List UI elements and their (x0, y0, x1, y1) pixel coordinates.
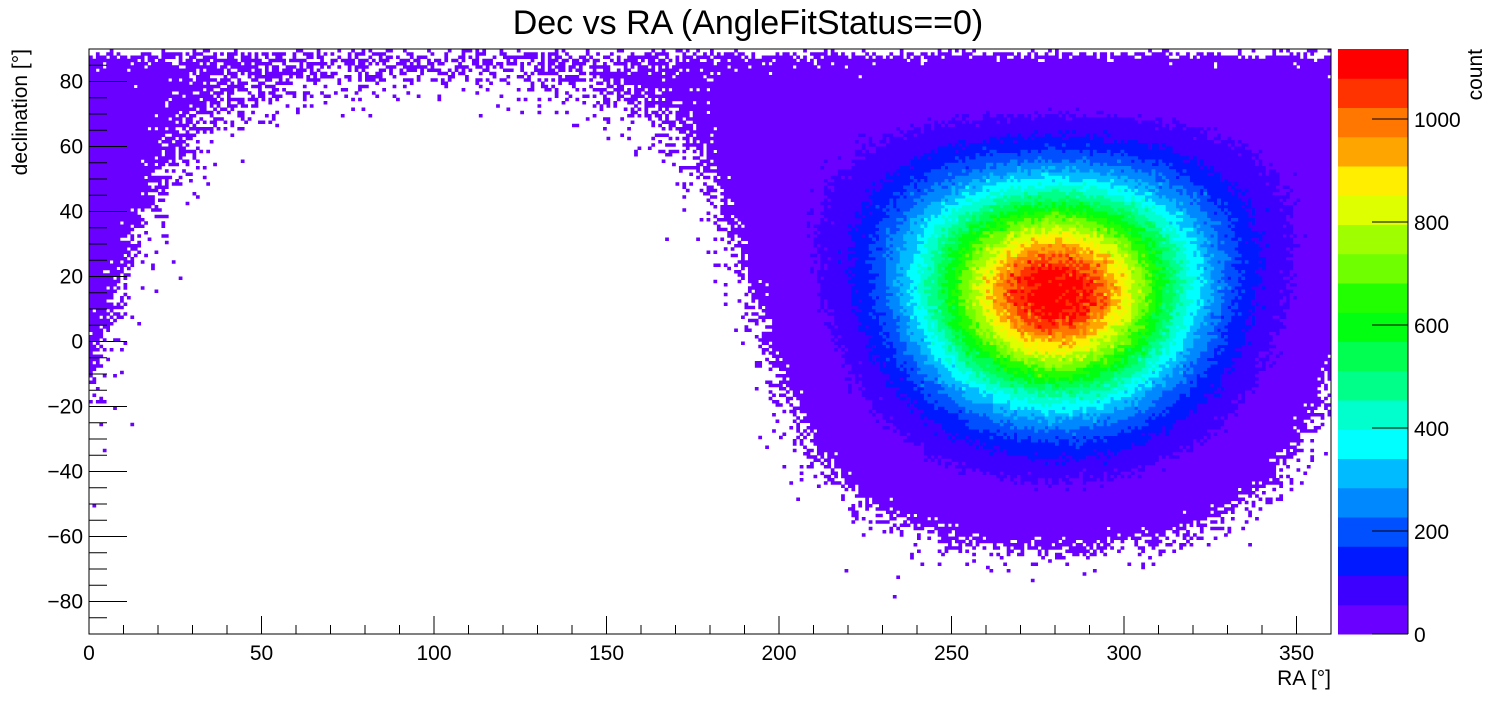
heatmap-band-18 (1003, 253, 1108, 336)
z-tick-label: 0 (1414, 624, 1426, 647)
y-tick-label: 0 (71, 331, 83, 354)
color-bar-band (1338, 604, 1408, 635)
color-bar-band (1338, 517, 1408, 547)
y-tick-label: −60 (47, 526, 83, 549)
heatmap-band-16 (982, 237, 1125, 349)
color-bar-band (1338, 195, 1408, 225)
x-tick-label: 200 (761, 642, 796, 665)
y-tick-label: −40 (47, 461, 83, 484)
y-axis-label: declination [°] (9, 49, 32, 175)
x-axis-label: RA [°] (1277, 667, 1331, 690)
color-bar-band (1338, 107, 1408, 138)
z-tick-label: 400 (1414, 418, 1449, 441)
z-tick-label: 600 (1414, 315, 1449, 338)
y-tick-label: 40 (60, 201, 83, 224)
color-bar: 0 200 400 600 800 1000 (1338, 49, 1461, 647)
heatmap-band-19 (1010, 257, 1097, 329)
heatmap-bins (89, 49, 1332, 599)
x-tick-label: 350 (1279, 642, 1314, 665)
y-tick-label: −80 (47, 591, 83, 614)
color-bar-band (1338, 575, 1408, 606)
x-tick-label: 50 (250, 642, 273, 665)
x-tick-label: 0 (83, 642, 95, 665)
color-bar-band (1338, 253, 1408, 284)
color-bar-band (1338, 224, 1408, 255)
x-tick-label: 250 (934, 642, 969, 665)
y-tick-label: 80 (60, 71, 83, 94)
color-bar-band (1338, 400, 1408, 430)
color-bar-band (1338, 312, 1408, 342)
z-tick-label: 800 (1414, 212, 1449, 235)
heatmap-band-0 (89, 49, 1332, 599)
color-bar-band (1338, 49, 1408, 79)
color-bar-band (1338, 370, 1408, 401)
x-tick-label: 150 (589, 642, 624, 665)
color-bar-band (1338, 429, 1408, 459)
color-bar-band (1338, 283, 1408, 313)
x-tick-label: 300 (1106, 642, 1141, 665)
y-tick-label: −20 (47, 396, 83, 419)
color-bar-band (1338, 78, 1408, 108)
color-bar-band (1338, 487, 1408, 518)
z-tick-label: 1000 (1414, 109, 1461, 132)
chart-title: Dec vs RA (AngleFitStatus==0) (512, 4, 984, 42)
y-tick-label: 20 (60, 266, 83, 289)
color-bar-band (1338, 458, 1408, 489)
z-tick-label: 200 (1414, 521, 1449, 544)
color-bar-band (1338, 136, 1408, 167)
axes: 0 50 100 150 200 250 300 350 −80 −60 −40 −20 0 20 40 60… (47, 48, 1332, 665)
color-bar-band (1338, 166, 1408, 196)
y-tick-label: 60 (60, 136, 83, 159)
z-axis-label: count (1464, 49, 1487, 101)
color-bar-band (1338, 546, 1408, 576)
x-tick-label: 100 (416, 642, 451, 665)
color-bar-band (1338, 341, 1408, 372)
